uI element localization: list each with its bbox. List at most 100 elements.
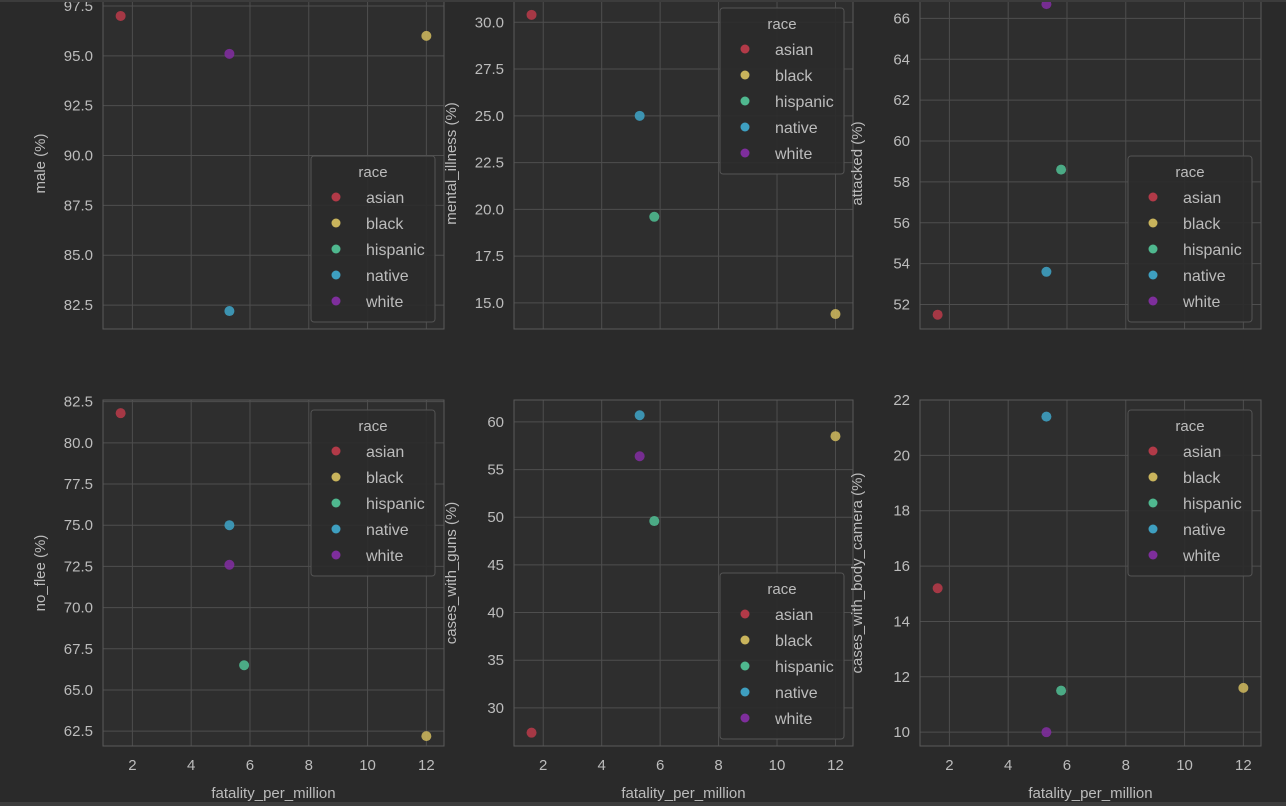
x-tick-label: 2 xyxy=(539,757,547,774)
x-tick-label: 10 xyxy=(1176,757,1193,774)
subplot-3: 52 54 56 58 60 62 64 66 attacked (%) race asian bla… xyxy=(849,0,1262,330)
subplot-5: 2 4 6 8 10 12 30 35 40 45 50 55 60 cases_with_guns (%… xyxy=(443,399,854,802)
y-tick-label: 82.5 xyxy=(64,394,93,411)
axes-frame xyxy=(513,0,854,330)
data-point-black xyxy=(830,431,841,442)
subplot-4: 2 4 6 8 10 12 62.5 65.0 67.5 70.0 72.5 75.0 77.5 80.0… xyxy=(32,394,445,802)
x-tick-label: 2 xyxy=(945,757,953,774)
legend: race asian black hispanic native white xyxy=(1127,155,1253,323)
axes-frame xyxy=(919,0,1262,330)
legend-marker-white xyxy=(740,713,750,723)
legend-marker-black xyxy=(740,635,750,645)
y-tick-label: 25.0 xyxy=(475,108,504,125)
y-tick-label: 50 xyxy=(487,509,504,526)
x-tick-label: 12 xyxy=(827,757,844,774)
x-tick-label: 4 xyxy=(1004,757,1012,774)
legend-marker-black xyxy=(1148,218,1158,228)
legend-label-hispanic: hispanic xyxy=(1183,242,1242,259)
subplot-6: 2 4 6 8 10 12 10 12 14 16 18 20 22 cases_with_body_ca… xyxy=(849,392,1262,802)
y-tick-label: 15.0 xyxy=(475,295,504,312)
legend: race asian black hispanic native white xyxy=(310,409,436,577)
bottom-border xyxy=(0,802,1286,806)
legend-marker-hispanic xyxy=(740,96,750,106)
y-axis-label: attacked (%) xyxy=(849,121,866,205)
y-tick-label: 75.0 xyxy=(64,517,93,534)
data-point-asian xyxy=(932,583,943,594)
x-axis-label: fatality_per_million xyxy=(621,785,745,802)
legend-marker-hispanic xyxy=(331,498,341,508)
y-tick-label: 30 xyxy=(487,700,504,717)
y-tick-label: 70.0 xyxy=(64,600,93,617)
legend-label-white: white xyxy=(1182,548,1220,565)
legend-label-black: black xyxy=(366,216,404,233)
legend-label-hispanic: hispanic xyxy=(366,242,425,259)
legend-marker-asian xyxy=(740,44,750,54)
y-tick-label: 60 xyxy=(893,133,910,150)
data-point-native xyxy=(1041,266,1052,277)
legend-marker-black xyxy=(740,70,750,80)
y-tick-label: 97.5 xyxy=(64,0,93,15)
legend-title: race xyxy=(358,418,387,435)
legend-box xyxy=(310,155,436,323)
legend-title: race xyxy=(1175,418,1204,435)
data-point-black xyxy=(1238,682,1249,693)
legend-label-black: black xyxy=(775,68,813,85)
y-tick-label: 55 xyxy=(487,462,504,479)
legend-marker-white xyxy=(740,148,750,158)
y-tick-label: 18 xyxy=(893,503,910,520)
axes-frame xyxy=(102,399,445,747)
legend-box xyxy=(719,7,845,175)
legend-marker-hispanic xyxy=(1148,244,1158,254)
legend-label-white: white xyxy=(1182,294,1220,311)
legend-label-black: black xyxy=(1183,470,1221,487)
y-tick-label: 85.0 xyxy=(64,247,93,264)
x-tick-label: 10 xyxy=(359,757,376,774)
legend-label-native: native xyxy=(775,685,818,702)
y-tick-label: 35 xyxy=(487,652,504,669)
legend-label-asian: asian xyxy=(775,607,813,624)
legend-marker-hispanic xyxy=(740,661,750,671)
y-axis-label: no_flee (%) xyxy=(32,535,49,612)
legend-marker-asian xyxy=(740,609,750,619)
legend-marker-native xyxy=(1148,270,1158,280)
data-point-native xyxy=(634,110,645,121)
x-tick-label: 6 xyxy=(656,757,664,774)
legend-title: race xyxy=(358,164,387,181)
legend-label-hispanic: hispanic xyxy=(366,496,425,513)
data-point-asian xyxy=(115,408,126,419)
legend-marker-white xyxy=(1148,550,1158,560)
y-axis-label: mental_illness (%) xyxy=(443,102,460,225)
data-point-white xyxy=(224,559,235,570)
y-tick-label: 30.0 xyxy=(475,14,504,31)
y-tick-label: 82.5 xyxy=(64,297,93,314)
legend-label-white: white xyxy=(774,711,812,728)
y-tick-label: 87.5 xyxy=(64,197,93,214)
y-tick-label: 62 xyxy=(893,92,910,109)
x-tick-label: 6 xyxy=(1063,757,1071,774)
legend-label-asian: asian xyxy=(1183,444,1221,461)
legend-marker-white xyxy=(331,296,341,306)
subplot-1: 82.5 85.0 87.5 90.0 92.5 95.0 97.5 male (%) race… xyxy=(32,0,445,330)
legend-label-hispanic: hispanic xyxy=(775,659,834,676)
legend-label-native: native xyxy=(1183,522,1226,539)
subplot-2: 15.0 17.5 20.0 22.5 25.0 27.5 30.0 mental_illne… xyxy=(443,0,854,330)
legend-title: race xyxy=(1175,164,1204,181)
axes-frame xyxy=(102,0,445,330)
y-tick-label: 54 xyxy=(893,256,910,273)
legend-marker-hispanic xyxy=(1148,498,1158,508)
x-tick-label: 6 xyxy=(246,757,254,774)
legend-marker-asian xyxy=(331,192,341,202)
data-point-asian xyxy=(932,309,943,320)
x-tick-label: 8 xyxy=(714,757,722,774)
y-tick-label: 22 xyxy=(893,392,910,409)
legend-label-asian: asian xyxy=(775,42,813,59)
data-point-white xyxy=(1041,727,1052,738)
data-point-native xyxy=(224,306,235,317)
y-tick-label: 80.0 xyxy=(64,435,93,452)
y-tick-label: 20.0 xyxy=(475,201,504,218)
data-point-native xyxy=(1041,411,1052,422)
data-point-white xyxy=(224,48,235,59)
legend-label-asian: asian xyxy=(366,190,404,207)
axes-frame xyxy=(919,399,1262,747)
